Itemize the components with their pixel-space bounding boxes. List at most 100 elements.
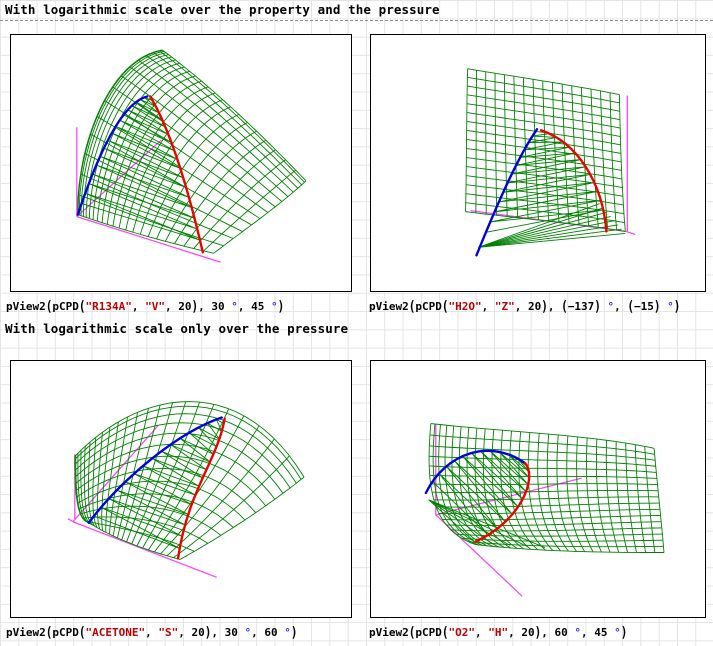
tie-lines: [485, 133, 604, 233]
mesh-line-v: [152, 51, 302, 186]
code-token: ): [534, 623, 542, 641]
mesh-line-v: [450, 527, 662, 532]
mesh-line-u: [83, 446, 94, 526]
code-token: "Z": [494, 300, 515, 313]
mesh-line-u: [634, 444, 647, 553]
code-token: "S": [158, 626, 179, 639]
mesh-line-v: [442, 515, 661, 521]
mesh-line-u: [121, 404, 161, 540]
mesh-line-v: [88, 522, 181, 560]
code-token: [264, 300, 271, 313]
mesh-line-v: [436, 502, 660, 508]
code-token: °: [270, 300, 278, 313]
plot-h2o-z[interactable]: [370, 34, 706, 292]
fan-line: [478, 220, 615, 248]
code-token: ,: [178, 626, 192, 639]
section-title-log-pressure-only[interactable]: With logarithmic scale only over the pre…: [5, 321, 349, 336]
code-token: pCPD: [52, 626, 79, 639]
code-token: pView2: [6, 300, 46, 313]
mesh-line-v: [75, 443, 276, 500]
plot-acetone-s[interactable]: [10, 360, 352, 618]
mesh-line-u: [527, 432, 554, 551]
mesh-line-v: [89, 133, 252, 226]
code-token: pView2: [6, 626, 46, 639]
mesh-line-u: [166, 438, 275, 557]
mesh-line-u: [586, 437, 602, 553]
mesh-line-v: [466, 157, 623, 180]
axis-line: [626, 230, 636, 236]
code-token: (: [561, 297, 568, 315]
mesh-line-v: [78, 493, 234, 528]
tie-lines: [81, 96, 201, 241]
mesh-line-v: [461, 537, 663, 542]
caption-o2-h[interactable]: pView2(pCPD("O2", "H", 20), 60 °, 45 °): [369, 623, 627, 641]
plot-o2-h[interactable]: [370, 360, 706, 618]
mesh-line-u: [625, 443, 637, 553]
code-token: "ACETONE": [85, 626, 146, 639]
mesh-line-u: [77, 453, 91, 524]
mesh-line-u: [193, 159, 286, 249]
mesh-line-u: [444, 425, 488, 547]
mesh-line-v: [466, 103, 621, 129]
mesh-line-u: [513, 76, 519, 218]
code-token: °: [574, 626, 581, 639]
code-token: (: [441, 297, 449, 315]
caption-acetone-s[interactable]: pView2(pCPD("ACETONE", "S", 20), 30 °, 6…: [6, 623, 297, 641]
section-title-log-property-pressure[interactable]: With logarithmic scale over the property…: [5, 2, 440, 17]
code-token: (: [408, 623, 416, 641]
code-token: ): [204, 623, 212, 641]
code-token: ): [594, 297, 601, 315]
mesh-line-v: [467, 68, 620, 95]
mesh-line-v: [74, 413, 297, 484]
mesh-line-v: [438, 508, 660, 515]
caption-h2o-z[interactable]: pView2(pCPD("H2O", "Z", 20), (−137) °, (…: [369, 297, 681, 315]
mesh-line-u: [106, 75, 196, 225]
code-token: (: [627, 297, 634, 315]
mesh-line-v: [429, 455, 656, 467]
code-token: ,: [581, 626, 595, 639]
mesh-line-v: [145, 54, 299, 189]
saturated-liquid-curve: [475, 128, 539, 257]
mesh-line-v: [456, 533, 663, 537]
code-token: (: [441, 623, 449, 641]
mesh-line-v: [85, 520, 195, 552]
fan-line: [478, 203, 600, 248]
code-token: ): [673, 297, 681, 315]
mesh-line-v: [446, 521, 662, 526]
mesh-line-u: [142, 404, 215, 549]
code-token: 45: [594, 626, 608, 639]
mesh-line-u: [566, 435, 586, 552]
mesh-line-u: [615, 441, 629, 553]
fan-line: [428, 499, 546, 548]
code-token: 20: [178, 300, 192, 313]
code-token: ,: [547, 300, 562, 313]
code-token: −137: [567, 300, 595, 313]
mesh-line-u: [125, 92, 216, 231]
code-token: ,: [145, 626, 159, 639]
saturated-vapor-curve: [149, 95, 205, 254]
code-token: °: [231, 300, 238, 313]
code-token: °: [667, 300, 674, 313]
code-token: ,: [541, 626, 555, 639]
code-token: −15: [634, 300, 654, 313]
code-token: "R134A": [85, 300, 132, 313]
mesh-line-u: [532, 79, 539, 221]
mesh-line-v: [80, 173, 234, 239]
mesh-line-v: [466, 130, 622, 154]
mesh-line-u: [465, 68, 468, 212]
code-token: ,: [514, 300, 528, 313]
mesh-line-u: [537, 433, 561, 552]
mesh-line-v: [429, 445, 656, 461]
mesh-line-u: [139, 106, 231, 235]
mesh-line-u: [160, 425, 260, 555]
mesh-line-v: [137, 59, 294, 193]
mesh-line-v: [467, 76, 620, 104]
mesh-line-u: [491, 429, 525, 550]
mesh-line-v: [432, 489, 659, 493]
mesh-line-v: [112, 86, 276, 208]
mesh-line-u: [78, 50, 165, 216]
caption-r134a-v[interactable]: pView2(pCPD("R134A", "V", 20), 30 °, 45 …: [6, 298, 284, 315]
code-token: ,: [508, 626, 522, 639]
plot-r134a-v[interactable]: [10, 34, 352, 292]
